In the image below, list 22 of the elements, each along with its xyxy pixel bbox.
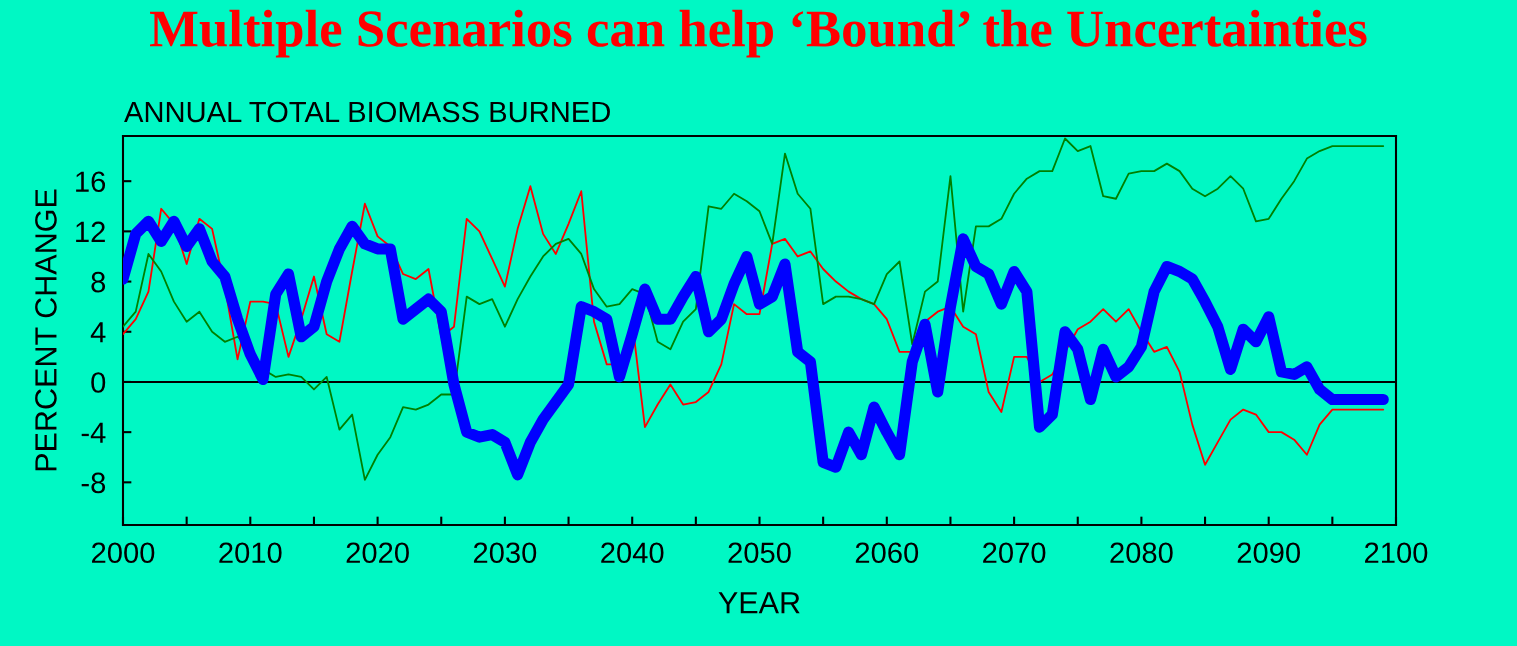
- x-tick-label: 2040: [601, 542, 664, 564]
- chart-title: Multiple Scenarios can help ‘Bound’ the Uncertainties: [150, 9, 1367, 58]
- y-tick-label: 16: [76, 171, 106, 193]
- x-tick-label: 2060: [855, 542, 919, 564]
- y-tick-label: 12: [76, 221, 105, 242]
- y-axis-title: PERCENT CHANGE: [35, 189, 57, 471]
- x-tick-label: 2050: [728, 542, 791, 564]
- x-tick-label: 2010: [219, 542, 282, 564]
- y-tick-label: -8: [81, 472, 106, 494]
- x-axis-title: YEAR: [718, 592, 800, 614]
- y-tick-label: 4: [90, 322, 106, 343]
- y-tick-label: 8: [91, 271, 106, 293]
- chart-subtitle: ANNUAL TOTAL BIOMASS BURNED: [124, 101, 610, 123]
- x-tick-label: 2090: [1237, 542, 1300, 564]
- x-tick-label: 2070: [983, 542, 1046, 564]
- x-tick-label: 2080: [1110, 542, 1173, 564]
- x-tick-label: 2030: [473, 542, 537, 564]
- x-tick-label: 2100: [1365, 542, 1428, 564]
- x-tick-label: 2020: [346, 542, 409, 564]
- y-tick-label: -4: [81, 422, 106, 443]
- x-tick-label: 2000: [92, 542, 155, 564]
- y-tick-label: 0: [91, 372, 106, 393]
